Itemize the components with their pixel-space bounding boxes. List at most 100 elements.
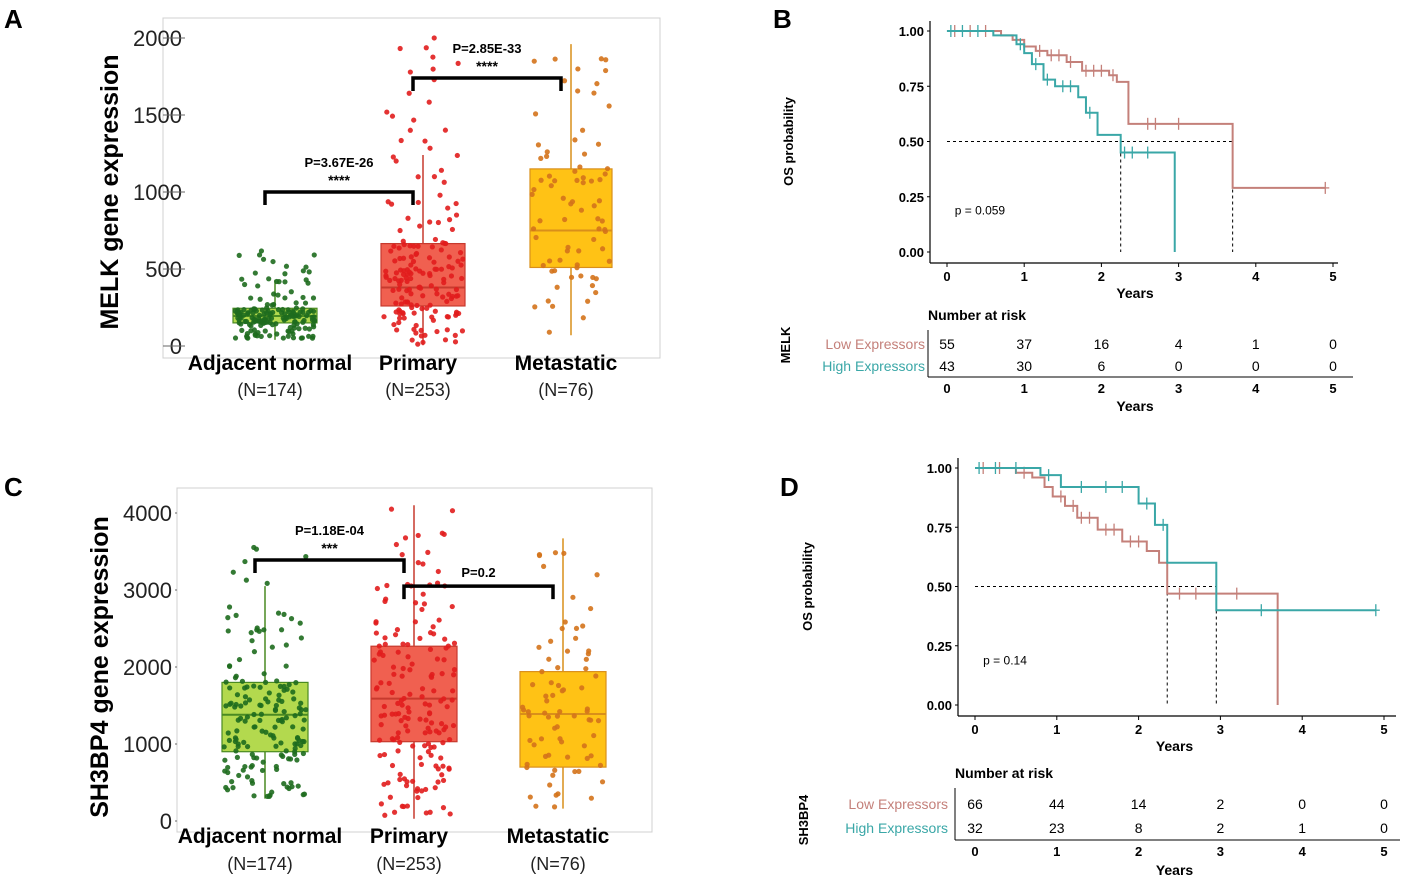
data-point (435, 779, 441, 785)
data-point (311, 252, 317, 258)
data-point (394, 627, 401, 633)
data-point (251, 683, 257, 689)
data-point (259, 767, 266, 774)
data-point (273, 702, 279, 709)
x-tick-label: 3 (1217, 722, 1224, 737)
data-point (533, 803, 539, 809)
data-point (564, 648, 571, 654)
data-point (300, 268, 306, 274)
x-category-count: (N=174) (227, 854, 293, 874)
data-point (303, 264, 309, 270)
data-point (439, 671, 445, 677)
x-tick-label: 1 (1053, 722, 1060, 737)
data-point (259, 307, 265, 313)
data-point (408, 291, 414, 297)
data-point (270, 258, 276, 265)
x-tick-label: 5 (1329, 269, 1336, 284)
data-point (457, 250, 464, 256)
data-point (438, 167, 445, 173)
data-point (588, 178, 595, 184)
data-point (251, 327, 257, 333)
data-point (251, 711, 257, 718)
data-point (415, 341, 421, 347)
risk-table-time-label: 5 (1329, 381, 1336, 396)
data-point (584, 708, 590, 714)
data-point (415, 532, 421, 539)
data-point (571, 713, 577, 719)
data-point (445, 643, 451, 649)
data-point (572, 768, 578, 775)
p-value-label: P=2.85E-33 (452, 41, 521, 56)
data-point (403, 723, 409, 729)
data-point (311, 308, 317, 314)
data-point (603, 67, 609, 74)
data-point (252, 724, 258, 730)
risk-table-count: 4 (1175, 336, 1183, 352)
panel-label-c: C (4, 472, 23, 502)
data-point (292, 741, 298, 747)
data-point (588, 753, 594, 759)
y-tick-label: 0.00 (899, 245, 924, 260)
data-point (300, 306, 306, 312)
data-point (449, 508, 456, 514)
data-point (442, 636, 448, 642)
data-point (398, 718, 404, 724)
data-point (581, 743, 587, 749)
risk-table-time-label: 2 (1098, 381, 1105, 396)
data-point (275, 610, 282, 616)
data-point (431, 35, 437, 41)
p-value-label: p = 0.059 (955, 203, 1006, 217)
data-point (235, 743, 241, 750)
data-point (293, 305, 300, 311)
data-point (568, 274, 575, 280)
data-point (241, 312, 247, 318)
data-point (275, 307, 282, 313)
data-point (529, 191, 535, 197)
risk-table-time-label: 1 (1021, 381, 1028, 396)
data-point (543, 693, 549, 699)
p-value-label: p = 0.14 (983, 654, 1027, 668)
data-point (425, 741, 432, 747)
data-point (440, 763, 446, 769)
x-category-label: Primary (370, 825, 449, 848)
data-point (399, 552, 405, 558)
data-point (378, 680, 384, 686)
data-point (266, 690, 272, 696)
data-point (591, 90, 597, 96)
data-point (257, 296, 263, 302)
data-point (282, 279, 288, 285)
data-point (597, 177, 603, 183)
data-point (221, 744, 227, 750)
data-point (249, 638, 255, 644)
data-point (540, 262, 546, 269)
risk-table-title: Number at risk (928, 307, 1026, 323)
data-point (410, 258, 417, 265)
data-point (228, 700, 234, 706)
data-point (260, 256, 267, 262)
significance-stars: **** (476, 58, 498, 74)
data-point (545, 298, 551, 304)
data-point (396, 245, 402, 251)
data-point (426, 271, 433, 277)
data-point (283, 642, 289, 648)
data-point (573, 635, 579, 641)
data-point (404, 779, 410, 785)
data-point (311, 324, 317, 330)
data-point (550, 772, 556, 778)
data-point (276, 692, 282, 698)
data-point (278, 627, 285, 633)
data-point (570, 594, 576, 600)
data-point (301, 717, 307, 723)
data-point (398, 301, 404, 307)
data-point (532, 111, 539, 117)
data-point (413, 322, 419, 329)
data-point (564, 248, 570, 254)
data-point (401, 242, 407, 248)
risk-table-count: 0 (1380, 820, 1388, 836)
data-point (280, 306, 286, 313)
data-point (257, 717, 263, 723)
data-point (278, 740, 284, 746)
risk-table-count: 44 (1049, 796, 1065, 812)
data-point (388, 248, 394, 254)
data-point (573, 625, 580, 632)
